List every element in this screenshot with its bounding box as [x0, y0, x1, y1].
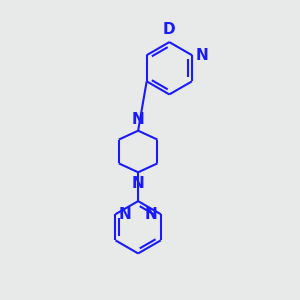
Text: N: N: [196, 48, 208, 63]
Text: N: N: [144, 207, 157, 222]
Text: N: N: [119, 207, 132, 222]
Text: D: D: [163, 22, 175, 37]
Text: N: N: [132, 112, 145, 127]
Text: N: N: [132, 176, 145, 191]
